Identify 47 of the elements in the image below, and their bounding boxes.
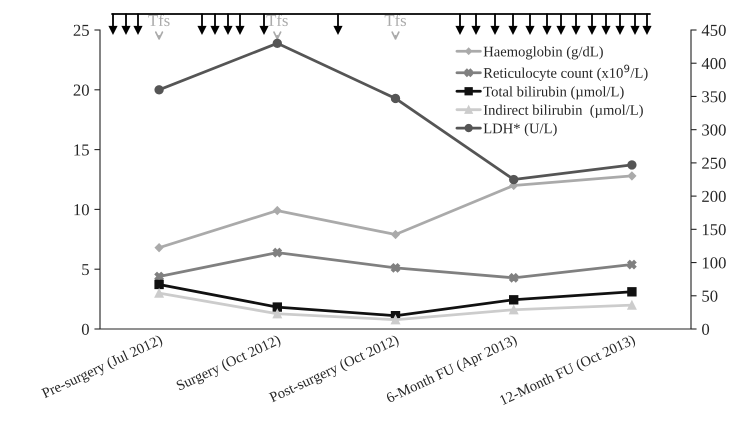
y-tick-label: 15 — [74, 144, 89, 156]
point — [272, 302, 282, 312]
annotation: Tfs — [384, 14, 406, 26]
y-tick-label: 20 — [74, 84, 89, 96]
point — [154, 272, 164, 282]
point — [627, 260, 637, 270]
y2-tick-label: 100 — [702, 257, 726, 268]
annotation: Tfs — [266, 14, 288, 26]
y2-tick-label: 250 — [702, 158, 726, 169]
y-tick-label: 5 — [82, 264, 89, 276]
point — [272, 309, 282, 318]
point — [154, 280, 164, 290]
point — [390, 263, 400, 273]
y2-tick-label: 0 — [702, 324, 710, 335]
point — [509, 273, 518, 283]
legend-label: Total bilirubin (µmol/L) — [484, 86, 624, 100]
point — [154, 243, 164, 252]
legend-label: Haemoglobin (g/dL) — [484, 46, 603, 60]
point — [272, 248, 282, 258]
legend-label: LDH* (U/L) — [484, 123, 557, 136]
y2-tick-label: 350 — [702, 91, 726, 102]
point — [627, 300, 637, 310]
point — [391, 230, 400, 239]
point — [272, 206, 282, 216]
point — [390, 315, 400, 324]
y-tick-label: 0 — [82, 324, 89, 335]
point — [272, 38, 282, 48]
y2-tick-label: 300 — [702, 124, 726, 136]
point — [509, 295, 518, 304]
y-tick-label: 10 — [74, 204, 89, 216]
y2-tick-label: 50 — [702, 290, 718, 302]
point — [154, 85, 164, 94]
point — [509, 174, 518, 184]
point — [509, 305, 518, 314]
legend-label: Indirect bilirubin (µmol/L) — [484, 104, 643, 118]
y-tick-label: 25 — [74, 24, 89, 36]
y2-tick-label: 200 — [702, 190, 726, 202]
point — [627, 287, 637, 296]
point — [390, 94, 400, 104]
point — [627, 171, 636, 180]
point — [154, 288, 164, 298]
y2-tick-label: 450 — [702, 24, 726, 36]
y2-tick-label: 150 — [702, 224, 726, 236]
point — [627, 160, 637, 170]
legend-label: Reticulocyte count (x10$^{9}$/L) — [484, 64, 648, 81]
annotation: Tfs — [148, 14, 170, 26]
y2-tick-label: 400 — [702, 58, 726, 70]
